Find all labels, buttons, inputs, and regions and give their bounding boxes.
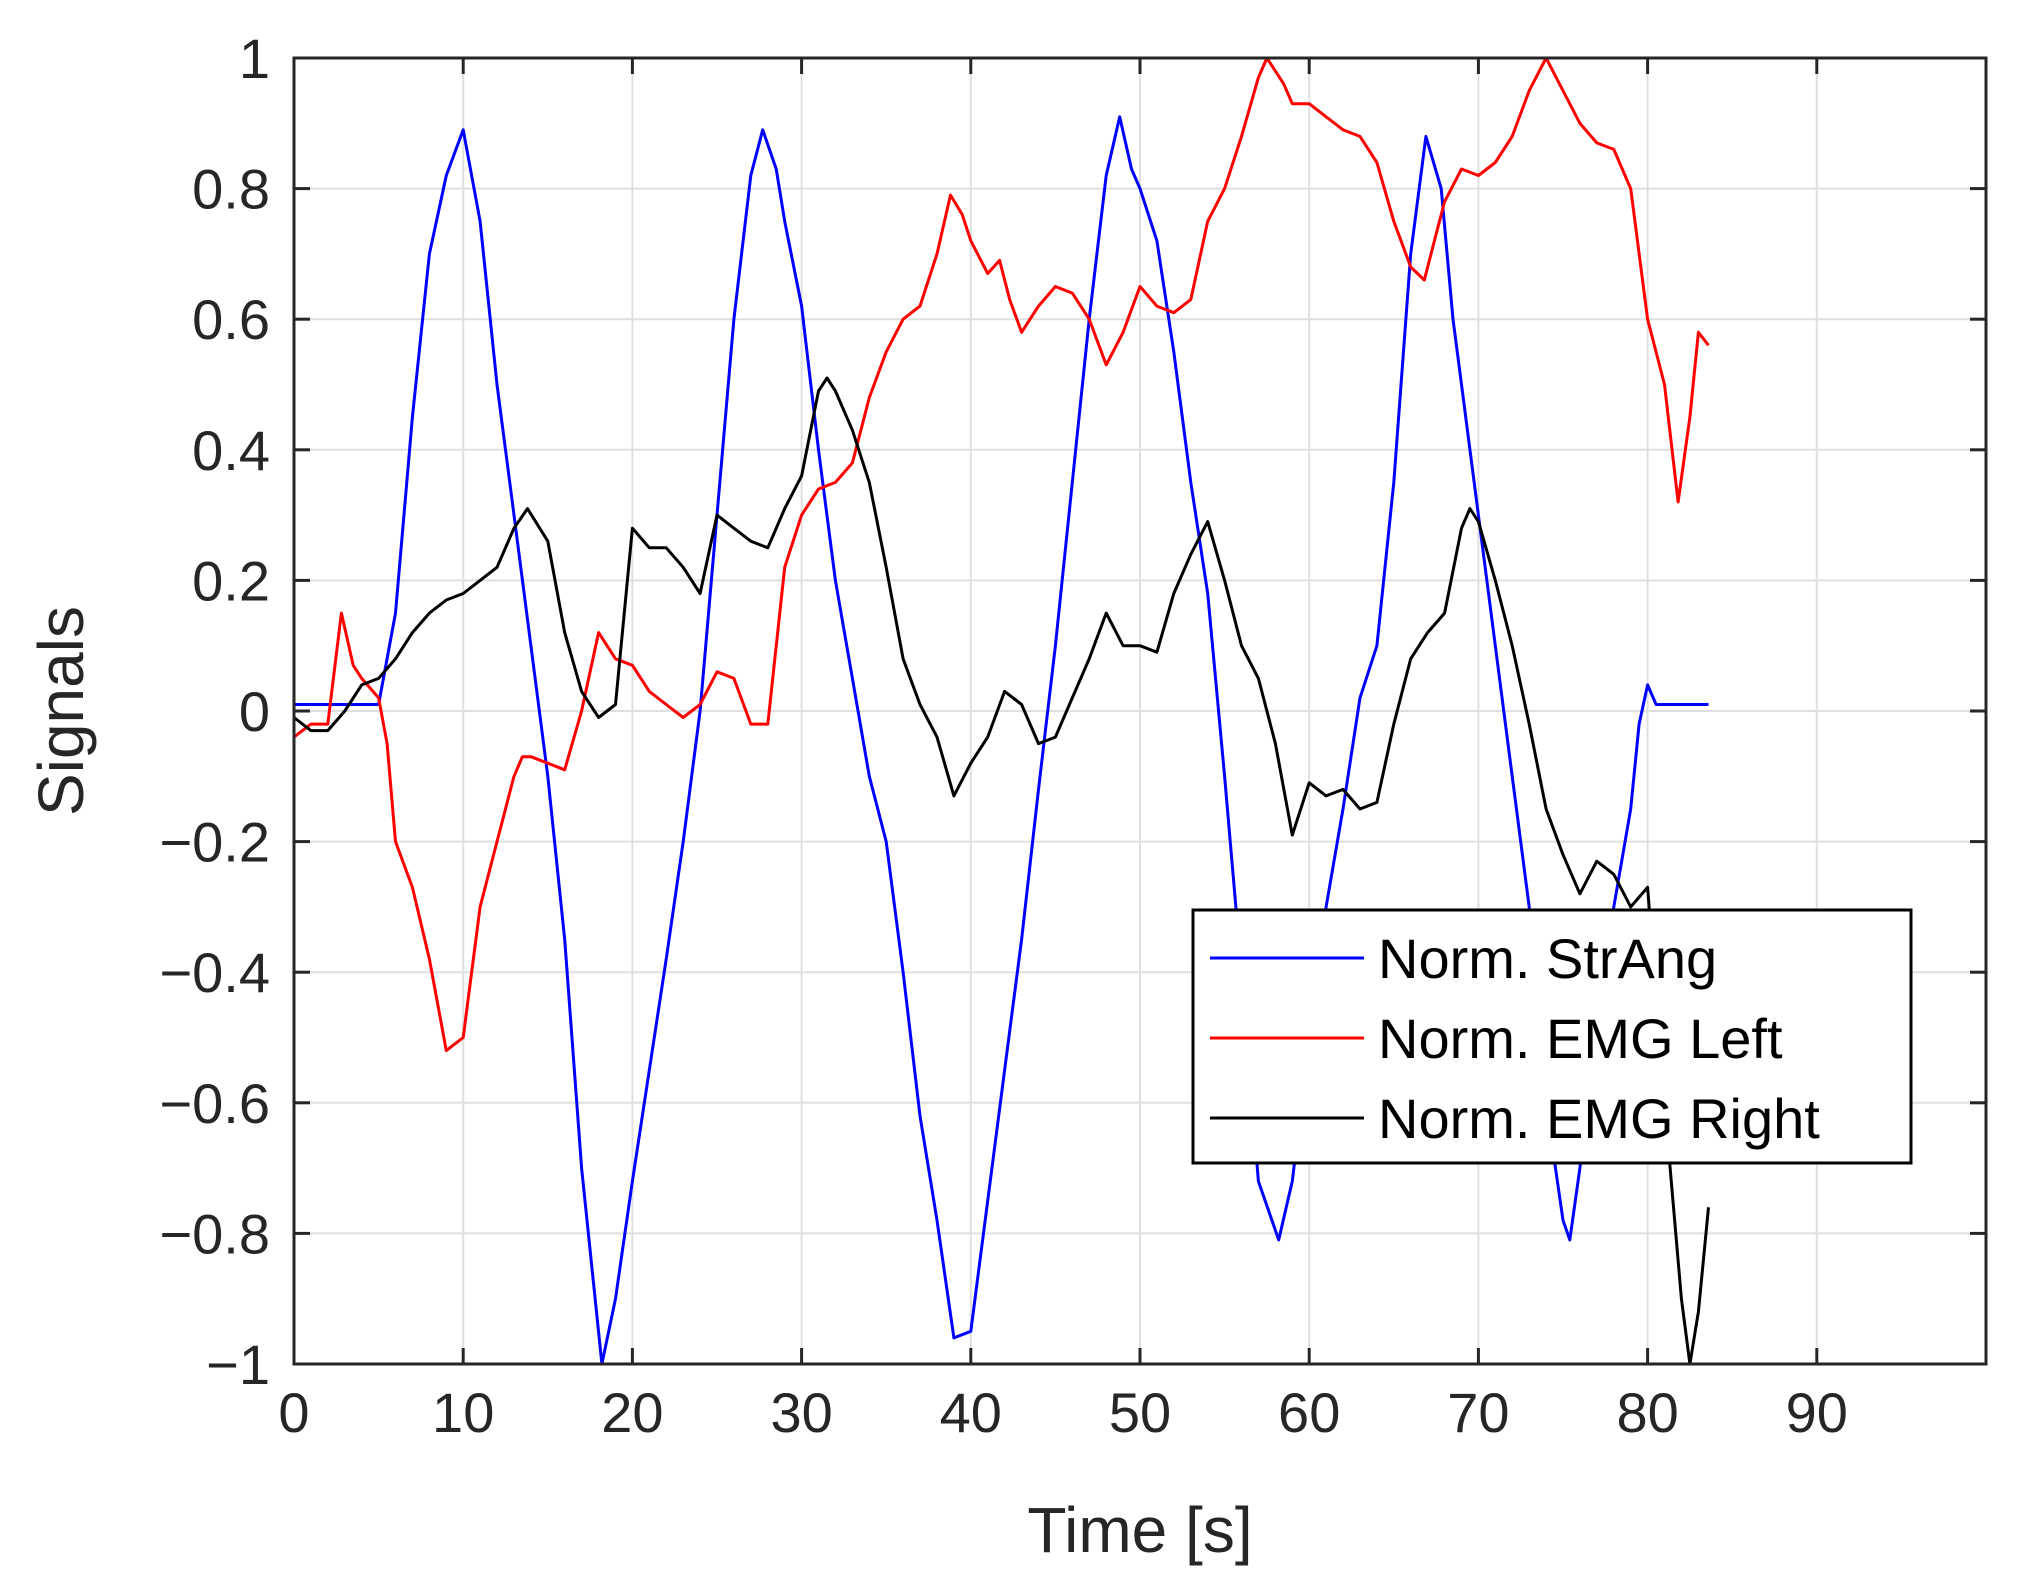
series-line-emg-left <box>293 56 1710 1053</box>
plot-frame <box>292 56 1988 1366</box>
x-tick-label: 10 <box>432 1381 494 1444</box>
x-tick-label: 90 <box>1786 1381 1848 1444</box>
series-line-strang <box>294 115 1709 1366</box>
x-tick-label: 80 <box>1616 1381 1678 1444</box>
series-line-emg-right <box>293 376 1710 1366</box>
legend-label-strang: Norm. StrAng <box>1378 927 1717 990</box>
y-tick-label: −0.8 <box>159 1202 270 1265</box>
x-tick-label: 20 <box>601 1381 663 1444</box>
legend: Norm. StrAng Norm. EMG Left Norm. EMG Ri… <box>1191 908 1913 1165</box>
y-tick-label: 0.6 <box>192 288 270 351</box>
y-tick-label: −0.4 <box>159 941 270 1004</box>
y-tick-label: −1 <box>206 1333 270 1396</box>
x-tick-label: 40 <box>940 1381 1002 1444</box>
y-tick-labels: −1 −0.8 −0.6 −0.4 −0.2 0 0.2 0.4 0.6 0.8 1 <box>159 27 270 1396</box>
x-tick-label: 60 <box>1278 1381 1340 1444</box>
x-tick-label: 0 <box>278 1381 309 1444</box>
legend-label-emg-right: Norm. EMG Right <box>1378 1087 1820 1150</box>
y-tick-label: 0.8 <box>192 158 270 221</box>
y-tick-label: 0 <box>239 680 270 743</box>
x-tick-labels: 0 10 20 30 40 50 60 70 80 90 <box>278 1381 1848 1444</box>
y-tick-label: −0.6 <box>159 1072 270 1135</box>
legend-label-emg-left: Norm. EMG Left <box>1378 1007 1783 1070</box>
series-lines <box>293 56 1710 1366</box>
x-tick-label: 50 <box>1109 1381 1171 1444</box>
y-tick-label: 1 <box>239 27 270 90</box>
y-axis-title: Signals <box>25 606 97 816</box>
y-tick-label: 0.2 <box>192 549 270 612</box>
y-tick-label: −0.2 <box>159 811 270 874</box>
x-tick-label: 70 <box>1447 1381 1509 1444</box>
y-tick-label: 0.4 <box>192 419 270 482</box>
x-tick-label: 30 <box>770 1381 832 1444</box>
x-axis-title: Time [s] <box>1027 1494 1252 1566</box>
